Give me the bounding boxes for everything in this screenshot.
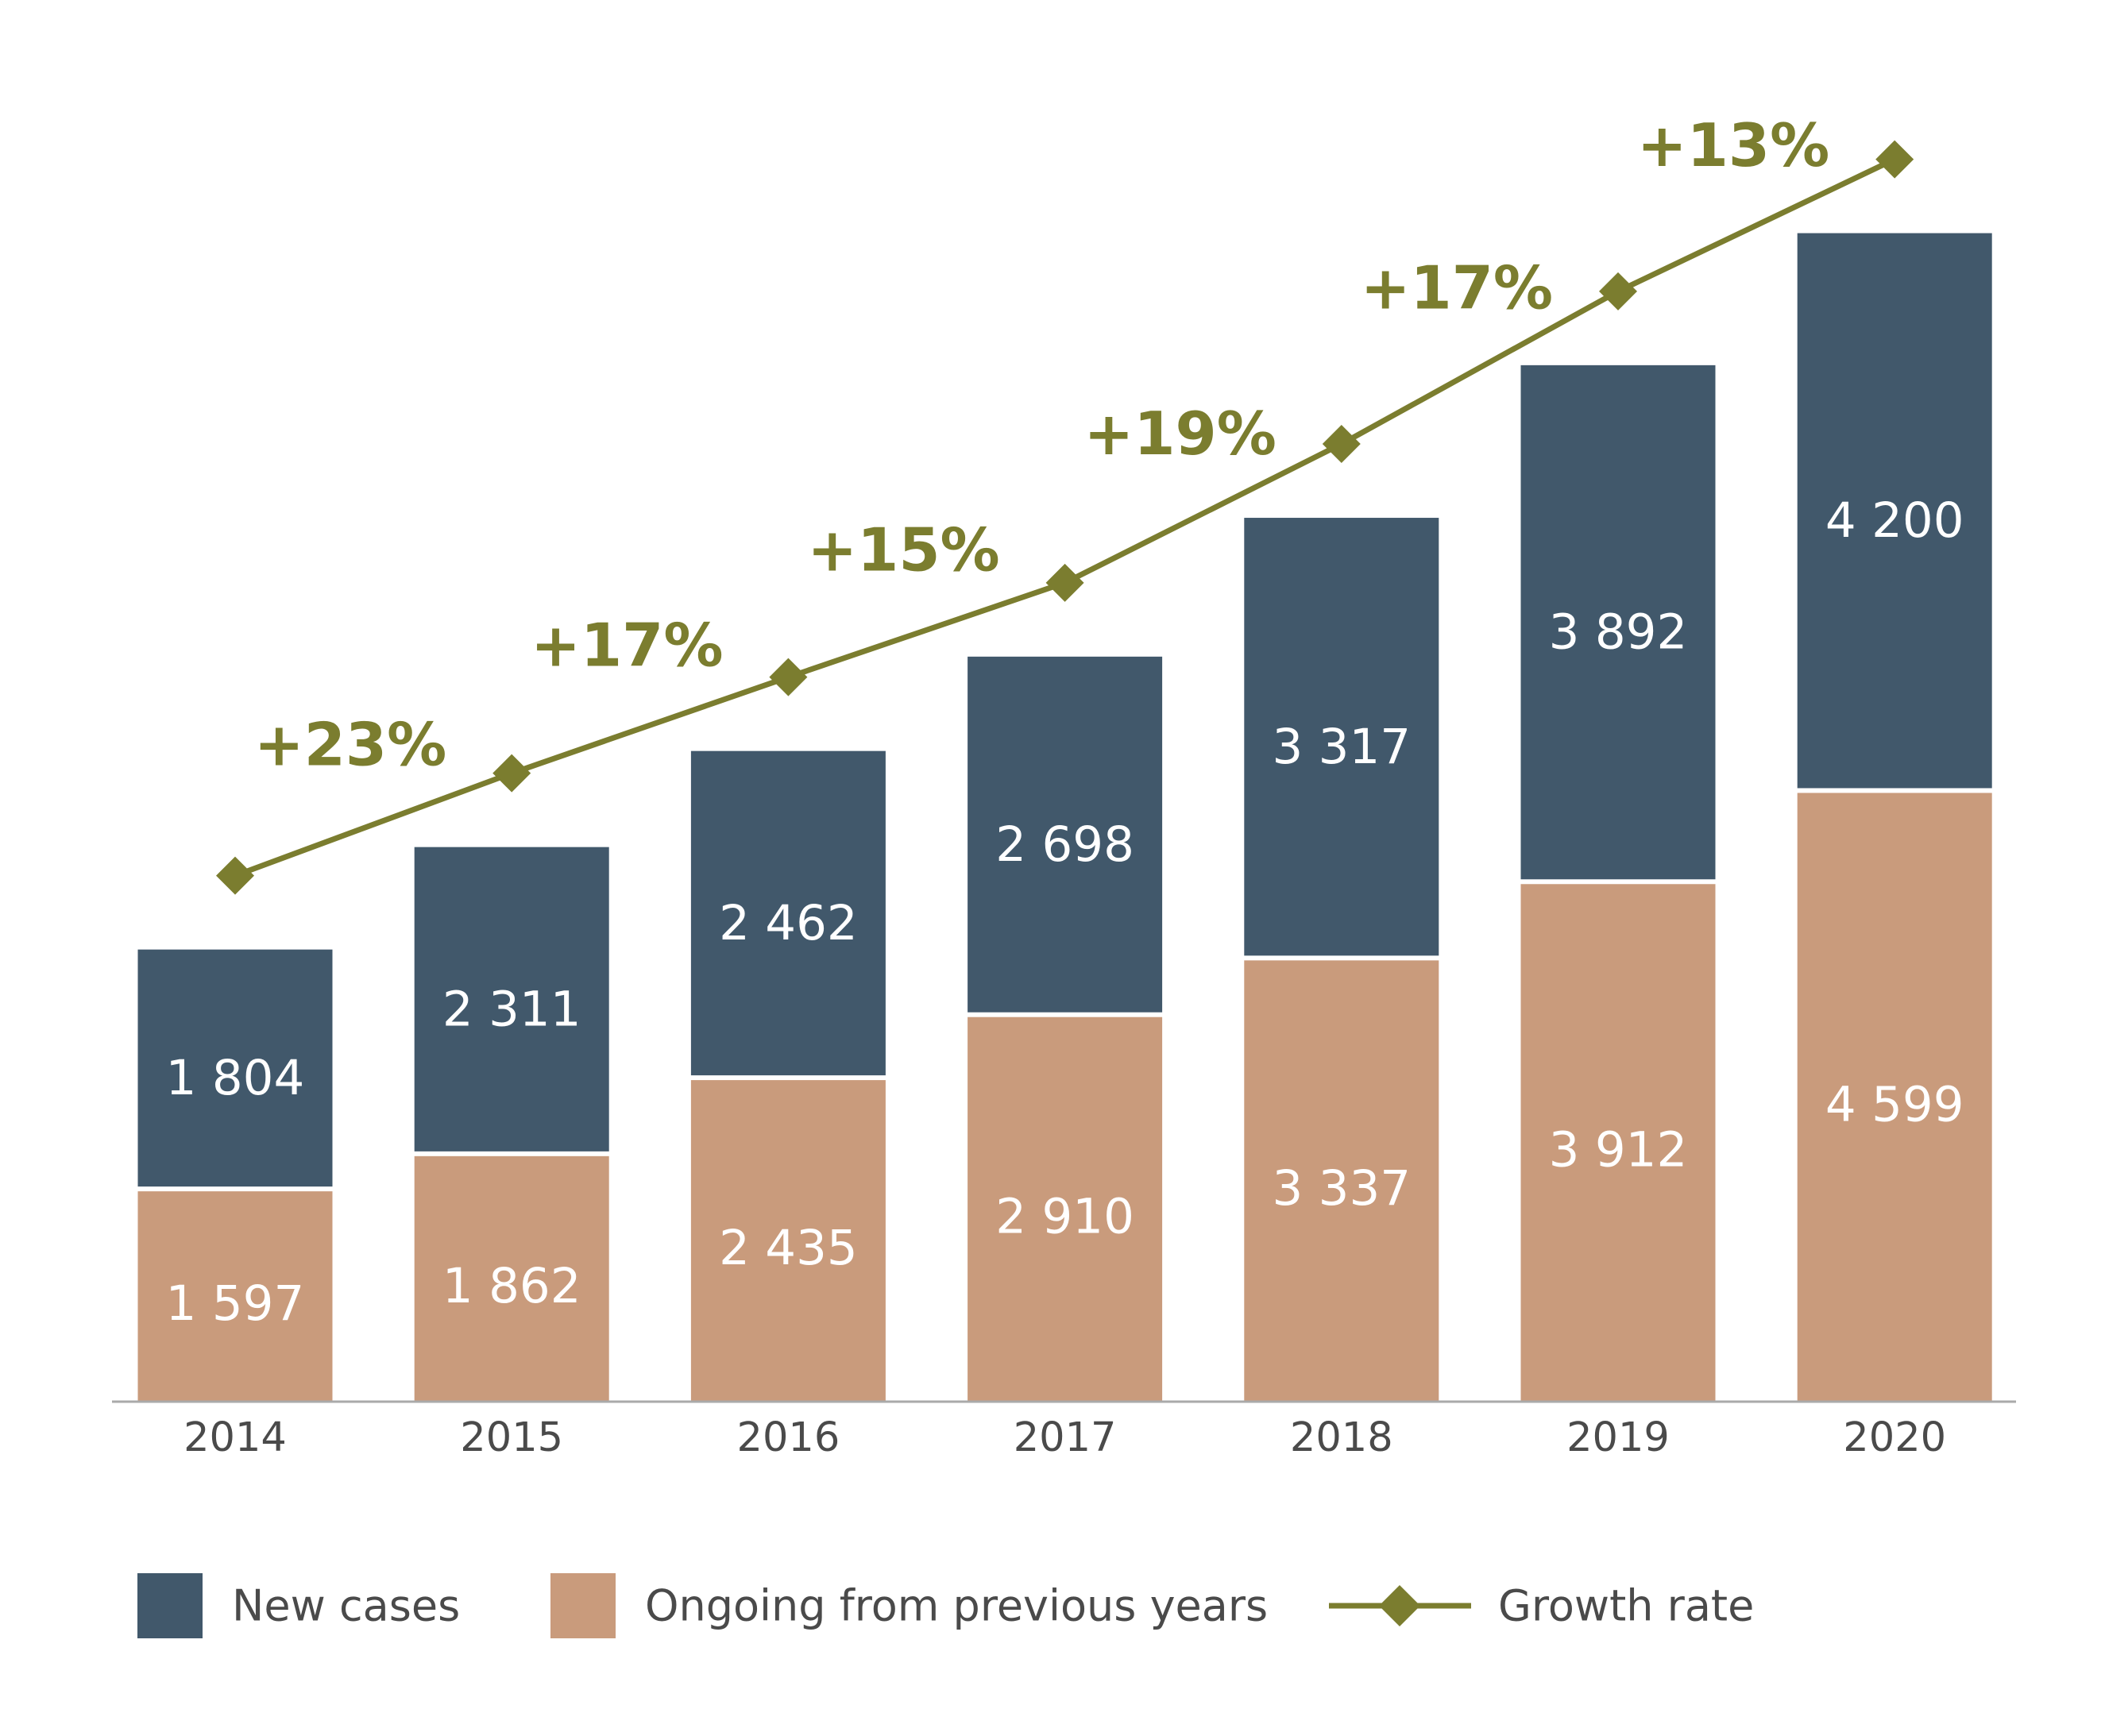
growth-segment [1064,441,1343,585]
value-label: 3 912 [1549,1122,1688,1179]
legend-swatch [137,1573,203,1638]
growth-segment [234,770,513,878]
bar-segment [968,656,1163,1013]
legend-label: Growth rate [1498,1581,1754,1631]
value-label: 2 698 [995,816,1134,873]
growth-segment [787,580,1066,680]
bar-segment [690,750,886,1076]
value-label: 3 892 [1549,604,1688,661]
marker [1875,140,1914,179]
marker [1599,272,1637,311]
growth-label: +17% [1361,253,1553,322]
bar-segment [690,1080,886,1401]
bar-segment [1520,365,1716,880]
marker [1045,563,1084,602]
value-label: 4 599 [1825,1076,1964,1132]
growth-label: +13% [1637,110,1829,180]
bar-segment [1797,233,1992,789]
bar-segment [414,1155,609,1401]
bar-segment [1797,793,1992,1401]
value-label: 2 311 [442,981,581,1037]
value-label: 1 804 [166,1050,305,1106]
bar-segment [968,1017,1163,1401]
marker [769,658,808,696]
x-tick-label: 2020 [1843,1414,1946,1461]
x-tick-label: 2019 [1566,1414,1670,1461]
value-label: 2 462 [719,895,858,951]
legend-label: Ongoing from previous years [645,1581,1268,1631]
x-tick-label: 2015 [460,1414,563,1461]
growth-segment [1616,156,1896,295]
legend-swatch [550,1573,616,1638]
bar-segment [137,949,333,1187]
value-label: 1 597 [166,1275,305,1332]
value-label: 2 910 [995,1188,1134,1244]
x-tick-label: 2016 [737,1414,840,1461]
growth-label: +17% [531,611,723,681]
value-label: 3 317 [1272,719,1411,775]
growth-label: +19% [1084,399,1277,469]
marker [216,856,254,895]
x-tick-label: 2018 [1290,1414,1393,1461]
marker [492,754,531,793]
x-tick-label: 2014 [183,1414,287,1461]
value-label: 4 200 [1825,492,1964,549]
legend-label: New cases [232,1581,460,1631]
value-label: 2 435 [719,1220,858,1276]
value-label: 3 337 [1272,1160,1411,1217]
growth-label: +23% [254,710,446,780]
marker [1379,1585,1420,1626]
growth-segment [511,674,790,776]
marker [1322,425,1361,464]
growth-label: +15% [807,515,999,585]
growth-segment [1340,288,1620,447]
bar-segment [1520,884,1716,1401]
bar-segment [1244,518,1439,956]
x-tick-label: 2017 [1014,1414,1117,1461]
value-label: 1 862 [442,1258,581,1314]
bar-segment [137,1191,333,1401]
bar-segment [1244,960,1439,1401]
bar-segment [414,847,609,1152]
